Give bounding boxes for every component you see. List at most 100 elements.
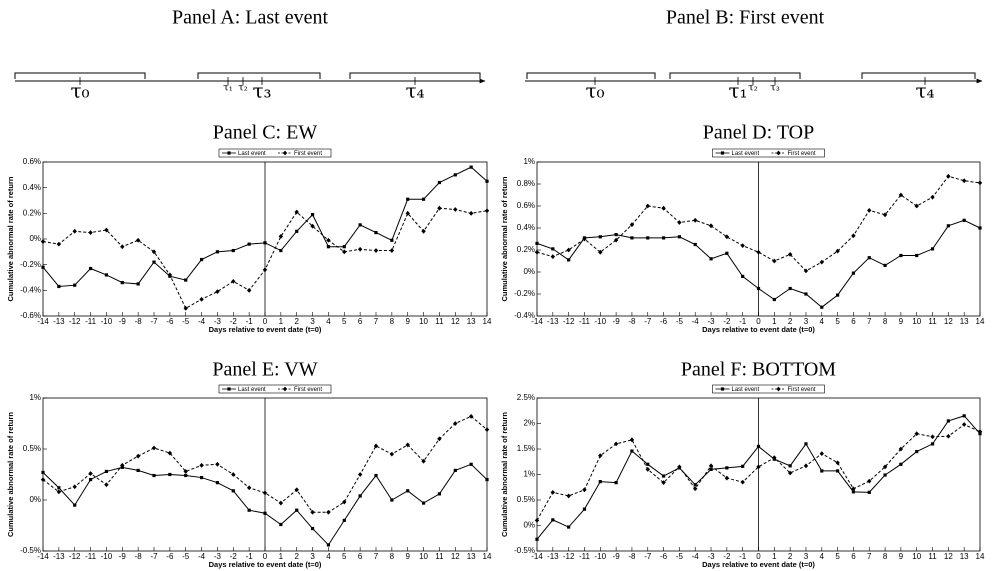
point: [693, 483, 697, 487]
point: [295, 508, 299, 512]
point: [88, 471, 93, 476]
point: [357, 246, 363, 252]
x-tick-label: 6: [358, 317, 363, 326]
point: [278, 234, 284, 239]
legend-label: Last event: [732, 151, 760, 157]
x-tick-label: 14: [976, 317, 985, 326]
point: [373, 248, 379, 253]
x-tick-label: 13: [960, 317, 969, 326]
x-tick-label: -1: [739, 552, 747, 561]
x-axis-label: Days relative to event date (t=0): [209, 325, 322, 334]
y-tick-label: 2%: [523, 419, 535, 428]
y-tick-label: 0.6%: [517, 201, 535, 210]
point: [136, 282, 140, 286]
timeline-label: τ₂: [748, 83, 758, 94]
point: [294, 487, 299, 493]
y-tick-label: 0.6%: [23, 157, 41, 166]
x-tick-label: 14: [483, 317, 492, 326]
point: [342, 518, 346, 522]
legend-marker: [776, 150, 781, 156]
legend-label: First event: [294, 387, 322, 393]
point: [613, 441, 619, 447]
point: [389, 451, 395, 457]
x-tick-label: 12: [451, 317, 460, 326]
point: [724, 475, 730, 481]
point: [73, 503, 77, 507]
x-tick-label: -2: [230, 552, 238, 561]
x-tick-label: 11: [435, 552, 444, 561]
y-tick-label: 0%: [523, 521, 535, 530]
point: [961, 422, 967, 427]
point: [104, 273, 109, 277]
point: [787, 470, 793, 476]
x-tick-label: 9: [899, 552, 904, 561]
x-tick-label: -9: [119, 552, 127, 561]
point: [835, 248, 840, 254]
point: [72, 484, 77, 490]
x-tick-label: 14: [483, 552, 492, 561]
point: [977, 180, 983, 186]
chart-title: Panel E: VW: [212, 359, 317, 381]
point: [741, 274, 745, 278]
point: [709, 467, 713, 471]
x-tick-label: 10: [912, 317, 921, 326]
point: [231, 278, 236, 284]
point: [358, 223, 362, 227]
x-tick-label: 13: [960, 552, 969, 561]
point: [485, 478, 489, 482]
point: [740, 479, 745, 485]
x-tick-label: -14: [531, 552, 543, 561]
point: [693, 217, 698, 223]
x-tick-label: -7: [150, 317, 158, 326]
x-tick-label: 8: [390, 552, 395, 561]
point: [358, 494, 362, 498]
point: [598, 480, 602, 484]
point: [820, 305, 824, 309]
legend-label: Last event: [238, 387, 266, 393]
point: [326, 245, 331, 249]
point: [278, 500, 284, 506]
point: [804, 442, 808, 446]
y-tick-label: 1%: [523, 157, 535, 166]
point: [851, 490, 856, 494]
point: [199, 462, 204, 468]
point: [946, 419, 950, 423]
point: [930, 194, 935, 200]
point: [550, 489, 556, 495]
point: [342, 499, 347, 505]
point: [646, 462, 650, 466]
point: [867, 490, 871, 494]
point: [405, 442, 410, 448]
point: [898, 192, 904, 198]
y-tick-label: 0.4%: [517, 223, 535, 232]
x-tick-label: -6: [660, 552, 668, 561]
x-tick-label: -5: [182, 317, 190, 326]
point: [883, 263, 887, 267]
legend-label: First event: [788, 151, 816, 157]
x-tick-label: -9: [613, 552, 621, 561]
point: [247, 508, 251, 512]
point: [899, 462, 903, 466]
x-tick-label: -1: [246, 552, 254, 561]
x-tick-label: 3: [804, 317, 809, 326]
timeline-label: τ₀: [585, 79, 604, 103]
x-tick-label: 10: [912, 552, 921, 561]
point: [374, 230, 378, 235]
panel-title: Panel A: Last event: [172, 7, 329, 29]
point: [421, 501, 426, 505]
y-tick-label: -0.6%: [20, 311, 41, 320]
point: [437, 436, 442, 442]
x-tick-label: -13: [547, 552, 559, 561]
chart-title: Panel D: TOP: [703, 122, 815, 144]
y-tick-label: 0.5%: [23, 444, 41, 453]
x-tick-label: 5: [835, 552, 840, 561]
point: [661, 474, 666, 478]
point: [977, 429, 983, 435]
point: [41, 265, 45, 269]
point: [104, 482, 109, 488]
legend-box: [218, 148, 332, 158]
y-tick-label: 1%: [523, 470, 535, 479]
point: [534, 249, 540, 255]
point: [390, 238, 394, 242]
timeline-label: τ₁: [223, 83, 233, 94]
